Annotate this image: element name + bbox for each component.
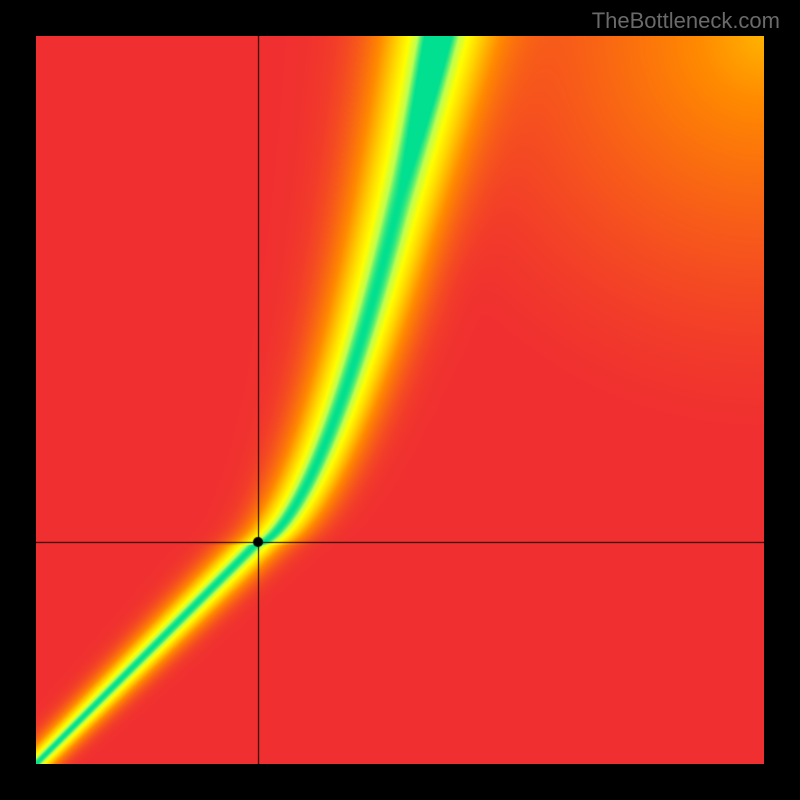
bottleneck-heatmap bbox=[36, 36, 764, 764]
watermark-text: TheBottleneck.com bbox=[592, 8, 780, 34]
